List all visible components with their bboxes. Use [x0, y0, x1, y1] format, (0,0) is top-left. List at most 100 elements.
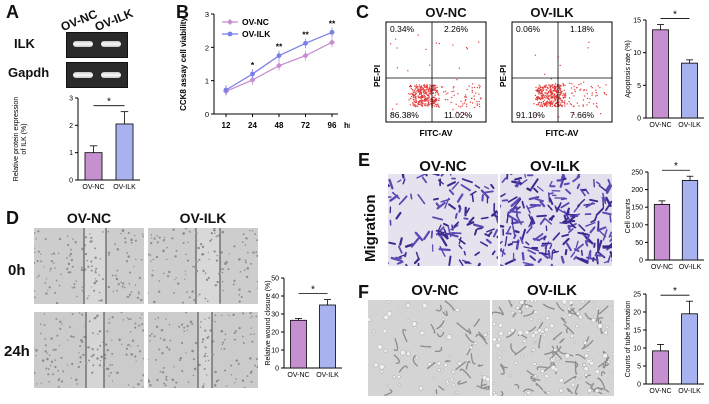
tube-segment: [595, 309, 600, 322]
flow-dot: [556, 92, 558, 94]
quadrant-ur-value: 1.18%: [570, 24, 595, 34]
flow-dot: [556, 89, 558, 91]
cell-speck: [91, 348, 94, 351]
cell-speck: [109, 371, 112, 374]
stained-cell: [450, 233, 459, 238]
cell-speck: [111, 316, 114, 319]
flow-dot: [425, 93, 427, 95]
flow-dot: [422, 88, 424, 91]
row-label-0h: 0h: [8, 262, 26, 279]
stained-cell: [560, 202, 570, 209]
cell-cluster: [406, 351, 411, 356]
tube-segment: [583, 336, 590, 349]
flow-dots: [390, 34, 482, 117]
cell-cluster: [552, 356, 556, 361]
stained-cell: [398, 254, 407, 258]
cell-speck: [90, 286, 93, 288]
flow-dot: [550, 94, 552, 96]
stained-cell: [539, 217, 546, 225]
cell-cluster: [564, 353, 570, 359]
gapdh-band-ov-nc: [73, 72, 93, 78]
cell-speck: [220, 329, 224, 333]
y-tick-label: 25: [633, 292, 641, 299]
flow-dot: [548, 95, 550, 97]
cell-speck: [60, 380, 64, 383]
flow-dot: [542, 94, 544, 96]
y-axis-label: Relative protein expression: [13, 97, 20, 182]
flow-dot: [603, 92, 605, 94]
cell-cluster: [455, 390, 459, 394]
tube-segment: [455, 361, 467, 371]
cell-cluster: [583, 340, 588, 345]
cell-speck: [135, 360, 137, 362]
flow-dot: [417, 90, 419, 92]
cell-speck: [121, 228, 125, 232]
flow-dot: [432, 102, 435, 105]
cell-speck: [67, 243, 70, 247]
bar: [681, 62, 698, 119]
flow-dot: [426, 97, 428, 99]
cell-speck: [215, 236, 217, 238]
stained-cell: [536, 185, 544, 192]
cell-speck: [210, 232, 213, 235]
stained-cell: [443, 222, 449, 227]
flow-dot: [416, 85, 418, 88]
stained-cell: [609, 234, 612, 238]
flow-dot: [548, 102, 550, 104]
cell-cluster: [373, 362, 379, 368]
flow-dot: [538, 97, 541, 99]
cell-speck: [238, 327, 241, 330]
flow-dot: [548, 99, 551, 101]
stained-cell: [512, 225, 516, 238]
stained-cell: [549, 244, 553, 250]
x-tick-label: OV-NC: [651, 264, 673, 271]
cell-speck: [94, 256, 97, 259]
cell-speck: [51, 253, 53, 255]
data-point: [302, 52, 309, 59]
flow-dot: [434, 97, 436, 99]
flow-dot: [536, 97, 539, 99]
flow-dot: [412, 89, 414, 91]
flow-dot: [469, 101, 471, 103]
flow-dot: [599, 86, 601, 89]
legend-label: OV-ILK: [242, 29, 271, 39]
flow-dot: [478, 87, 481, 89]
cell-cluster: [573, 340, 576, 344]
stained-cell: [476, 227, 483, 230]
stained-cell: [550, 215, 554, 221]
flow-dot: [579, 89, 581, 91]
cell-speck: [76, 383, 78, 385]
bar: [84, 152, 103, 181]
cell-speck: [59, 320, 62, 324]
cell-speck: [67, 262, 71, 266]
flow-dot: [437, 93, 439, 95]
flow-dot: [433, 96, 435, 98]
cell-speck: [34, 296, 36, 299]
cell-speck: [246, 375, 249, 377]
flow-dot: [417, 34, 419, 36]
flow-dot: [562, 82, 564, 85]
cell-cluster: [492, 337, 497, 342]
cell-speck: [45, 292, 48, 295]
stained-cell: [477, 262, 481, 266]
flow-dot: [426, 94, 428, 96]
cell-speck: [233, 338, 236, 341]
flow-dot: [560, 85, 562, 87]
cell-speck: [86, 259, 89, 262]
stained-cell: [417, 193, 426, 205]
cell-cluster: [400, 350, 406, 356]
cell-speck: [122, 319, 124, 321]
cell-cluster: [533, 309, 538, 315]
quadrant-ul-value: 0.06%: [516, 24, 541, 34]
cell-speck: [153, 335, 156, 338]
flow-dot: [452, 108, 454, 110]
flow-dot: [556, 86, 558, 88]
flow-dot: [417, 91, 419, 93]
cell-speck: [221, 271, 224, 274]
flow-dot: [429, 93, 431, 95]
y-tick-label: 200: [631, 187, 643, 194]
flow-dot: [546, 86, 548, 88]
tube-segment: [444, 300, 455, 312]
flow-dot: [588, 41, 590, 43]
cell-speck: [111, 380, 114, 382]
